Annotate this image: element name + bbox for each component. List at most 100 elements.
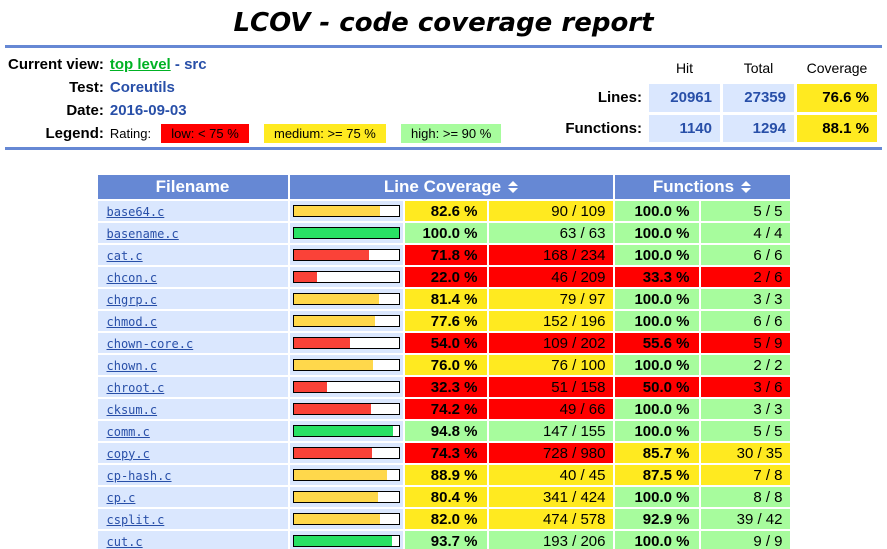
- file-link[interactable]: cp-hash.c: [106, 468, 172, 483]
- summary-stats: Hit Total Coverage Lines: 20961 27359 76…: [562, 51, 880, 145]
- filename-cell: copy.c: [97, 443, 288, 463]
- function-percent-cell: 100.0 %: [614, 531, 699, 549]
- line-ratio-cell: 474 / 578: [488, 509, 613, 529]
- line-percent-cell: 100.0 %: [404, 223, 487, 243]
- line-ratio-cell: 147 / 155: [488, 421, 613, 441]
- line-percent-cell: 93.7 %: [404, 531, 487, 549]
- stats-coverage-header: Coverage: [806, 59, 868, 76]
- line-ratio-cell: 49 / 66: [488, 399, 613, 419]
- coverage-bar-cell: [289, 399, 403, 419]
- coverage-bar-fill: [293, 272, 317, 282]
- functions-total: 1294: [723, 114, 794, 142]
- line-coverage-column-header[interactable]: Line Coverage: [289, 175, 613, 199]
- lines-label: Lines:: [597, 89, 642, 107]
- line-ratio-cell: 76 / 100: [488, 355, 613, 375]
- coverage-bar-cell: [289, 355, 403, 375]
- line-percent-cell: 54.0 %: [404, 333, 487, 353]
- coverage-bar-cell: [289, 465, 403, 485]
- coverage-bar: [292, 337, 400, 349]
- coverage-bar-fill: [293, 316, 375, 326]
- table-row: comm.c 94.8 % 147 / 155 100.0 % 5 / 5: [97, 421, 790, 441]
- functions-column-header[interactable]: Functions: [614, 175, 790, 199]
- file-link[interactable]: base64.c: [106, 204, 165, 219]
- top-level-link[interactable]: top level: [109, 56, 171, 73]
- coverage-bar: [292, 249, 400, 261]
- file-link[interactable]: basename.c: [106, 226, 179, 241]
- table-row: cut.c 93.7 % 193 / 206 100.0 % 9 / 9: [97, 531, 790, 549]
- function-ratio-cell: 2 / 6: [700, 267, 790, 287]
- page-title: LCOV - code coverage report: [233, 8, 654, 38]
- lines-hit: 20961: [649, 84, 720, 112]
- coverage-bar-fill: [293, 228, 399, 238]
- rating-label: Rating:: [109, 126, 152, 141]
- file-link[interactable]: cut.c: [106, 534, 143, 549]
- file-link[interactable]: copy.c: [106, 446, 150, 461]
- sort-icon[interactable]: [741, 180, 752, 193]
- filename-cell: cksum.c: [97, 399, 288, 419]
- line-percent-cell: 81.4 %: [404, 289, 487, 309]
- sort-icon[interactable]: [508, 180, 519, 193]
- function-ratio-cell: 6 / 6: [700, 311, 790, 331]
- top-divider: [5, 45, 882, 48]
- file-link[interactable]: chgrp.c: [106, 292, 158, 307]
- file-link[interactable]: chroot.c: [106, 380, 165, 395]
- file-table-body: base64.c 82.6 % 90 / 109 100.0 % 5 / 5 basena…: [97, 201, 790, 549]
- coverage-bar-cell: [289, 201, 403, 221]
- file-link[interactable]: cksum.c: [106, 402, 158, 417]
- filename-cell: base64.c: [97, 201, 288, 221]
- filename-cell: basename.c: [97, 223, 288, 243]
- file-link[interactable]: chown.c: [106, 358, 158, 373]
- line-ratio-cell: 63 / 63: [488, 223, 613, 243]
- line-percent-cell: 77.6 %: [404, 311, 487, 331]
- file-link[interactable]: cp.c: [106, 490, 136, 505]
- lines-total: 27359: [723, 84, 794, 112]
- line-ratio-cell: 90 / 109: [488, 201, 613, 221]
- function-percent-cell: 100.0 %: [614, 421, 699, 441]
- coverage-bar-fill: [293, 360, 374, 370]
- function-ratio-cell: 5 / 5: [700, 201, 790, 221]
- coverage-bar-cell: [289, 267, 403, 287]
- coverage-bar: [292, 469, 400, 481]
- function-ratio-cell: 9 / 9: [700, 531, 790, 549]
- file-link[interactable]: cat.c: [106, 248, 143, 263]
- file-link[interactable]: csplit.c: [106, 512, 165, 527]
- function-percent-cell: 50.0 %: [614, 377, 699, 397]
- table-row: chmod.c 77.6 % 152 / 196 100.0 % 6 / 6: [97, 311, 790, 331]
- coverage-bar: [292, 425, 400, 437]
- line-percent-cell: 74.2 %: [404, 399, 487, 419]
- coverage-bar-fill: [293, 448, 372, 458]
- coverage-bar-cell: [289, 421, 403, 441]
- coverage-bar-fill: [293, 492, 378, 502]
- function-percent-cell: 100.0 %: [614, 399, 699, 419]
- report-meta: Current view: top level - src Test: Core…: [8, 53, 512, 145]
- filename-cell: cut.c: [97, 531, 288, 549]
- coverage-bar: [292, 535, 400, 547]
- function-percent-cell: 100.0 %: [614, 201, 699, 221]
- coverage-bar-cell: [289, 245, 403, 265]
- line-ratio-cell: 168 / 234: [488, 245, 613, 265]
- coverage-bar-cell: [289, 531, 403, 549]
- line-ratio-cell: 152 / 196: [488, 311, 613, 331]
- coverage-bar-fill: [293, 382, 328, 392]
- line-ratio-cell: 46 / 209: [488, 267, 613, 287]
- function-percent-cell: 100.0 %: [614, 245, 699, 265]
- file-link[interactable]: chown-core.c: [106, 336, 194, 351]
- coverage-bar: [292, 447, 400, 459]
- file-link[interactable]: comm.c: [106, 424, 150, 439]
- coverage-bar-fill: [293, 470, 387, 480]
- file-link[interactable]: chmod.c: [106, 314, 158, 329]
- filename-column-header: Filename: [97, 175, 288, 199]
- line-ratio-cell: 109 / 202: [488, 333, 613, 353]
- filename-cell: cat.c: [97, 245, 288, 265]
- coverage-bar-cell: [289, 223, 403, 243]
- function-ratio-cell: 5 / 5: [700, 421, 790, 441]
- date-value: 2016-09-03: [109, 102, 187, 119]
- table-row: cat.c 71.8 % 168 / 234 100.0 % 6 / 6: [97, 245, 790, 265]
- legend-high-badge: high: >= 90 %: [401, 124, 502, 143]
- table-row: chcon.c 22.0 % 46 / 209 33.3 % 2 / 6: [97, 267, 790, 287]
- coverage-bar-fill: [293, 514, 380, 524]
- table-row: basename.c 100.0 % 63 / 63 100.0 % 4 / 4: [97, 223, 790, 243]
- coverage-bar-fill: [293, 206, 381, 216]
- file-link[interactable]: chcon.c: [106, 270, 158, 285]
- line-ratio-cell: 79 / 97: [488, 289, 613, 309]
